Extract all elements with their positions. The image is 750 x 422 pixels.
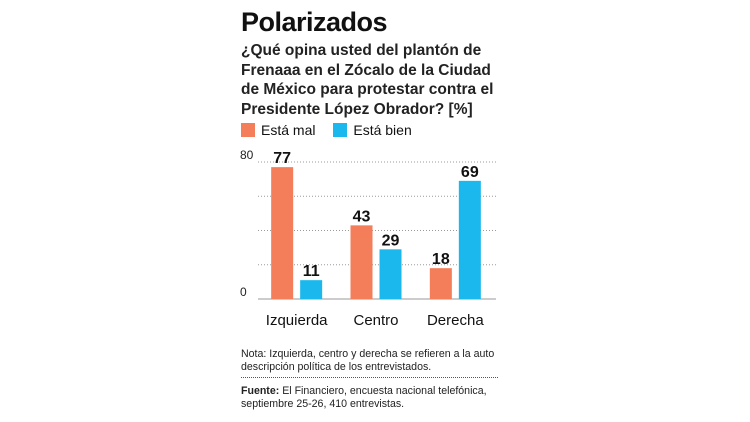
bar-esta-mal-izquierda [271, 167, 294, 299]
bar-chart: 0 80 77 11 Izquierda 43 29 Centro 18 69 Derecha [240, 148, 496, 329]
data-label: 29 [382, 232, 400, 249]
data-label: 11 [303, 263, 320, 280]
data-label: 18 [432, 251, 450, 268]
chart-question: ¿Qué opina usted del plantón de Frenaaa … [241, 42, 494, 118]
legend-item-esta-mal: Está mal [241, 122, 315, 138]
legend-swatch-esta-mal [241, 123, 255, 137]
divider [241, 377, 498, 378]
legend: Está mal Está bien [241, 122, 426, 142]
legend-swatch-esta-bien [333, 123, 348, 137]
y-tick-label: 0 [240, 285, 247, 299]
chart-source: Fuente: El Financiero, encuesta nacional… [241, 385, 509, 411]
bar-esta-mal-centro [350, 225, 373, 299]
legend-item-esta-bien: Está bien [333, 122, 412, 138]
y-tick-label: 80 [240, 148, 254, 162]
x-tick-label: Izquierda [266, 312, 328, 329]
legend-label-esta-mal: Está mal [261, 122, 316, 138]
bar-esta-bien-centro [379, 249, 402, 299]
x-tick-label: Derecha [427, 312, 484, 329]
source-text: El Financiero, encuesta nacional telefón… [241, 385, 487, 410]
bar-esta-mal-derecha [429, 268, 452, 299]
data-label: 69 [461, 164, 479, 181]
infographic-card: Polarizados ¿Qué opina usted del plantón… [238, 0, 510, 422]
data-label: 77 [273, 150, 291, 167]
chart-note: Nota: Izquierda, centro y derecha se ref… [241, 348, 495, 373]
x-tick-label: Centro [353, 312, 398, 329]
data-label: 43 [353, 208, 371, 225]
bar-esta-bien-izquierda [300, 280, 323, 299]
bar-esta-bien-derecha [458, 180, 481, 299]
chart-title: Polarizados [241, 7, 388, 37]
legend-label-esta-bien: Está bien [353, 122, 412, 138]
source-label: Fuente: [241, 385, 280, 397]
